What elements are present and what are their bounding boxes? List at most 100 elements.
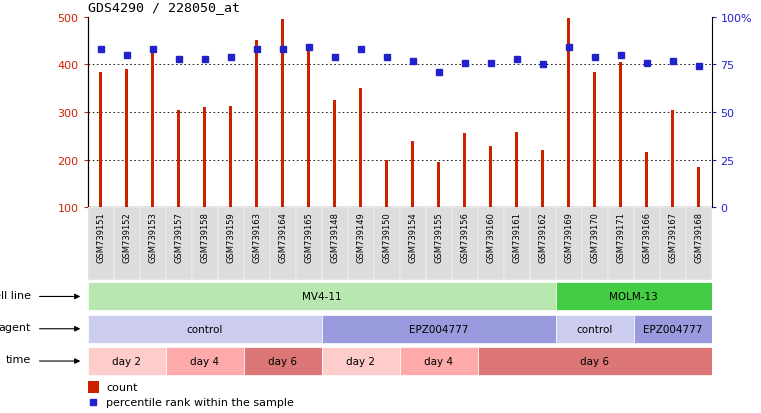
Text: GSM739152: GSM739152 [122,211,131,262]
Bar [696,167,700,208]
Text: day 2: day 2 [346,356,375,366]
Text: GSM739158: GSM739158 [200,211,209,262]
Bar [192,208,218,280]
Bar [99,72,103,208]
Text: cell line: cell line [0,290,30,300]
Bar [88,381,99,393]
Bar [374,208,400,280]
Bar [322,315,556,343]
Text: GSM739149: GSM739149 [356,211,365,262]
Bar [633,208,660,280]
Bar [619,63,622,208]
Bar [556,283,712,311]
Bar [322,347,400,375]
Bar [281,20,285,208]
Bar [556,208,581,280]
Bar [645,153,648,208]
Text: agent: agent [0,323,30,332]
Text: GSM739162: GSM739162 [538,211,547,262]
Text: control: control [576,324,613,334]
Bar [88,347,166,375]
Text: day 4: day 4 [424,356,453,366]
Text: EPZ004777: EPZ004777 [643,324,702,334]
Bar [581,208,607,280]
Text: time: time [5,355,30,365]
Text: GSM739159: GSM739159 [226,211,235,262]
Text: day 6: day 6 [268,356,297,366]
Bar [567,19,571,208]
Bar [255,40,259,208]
Text: GSM739155: GSM739155 [434,211,443,262]
Text: GSM739167: GSM739167 [668,211,677,262]
Text: MV4-11: MV4-11 [301,292,342,302]
Text: GSM739160: GSM739160 [486,211,495,262]
Bar [451,208,478,280]
Bar [686,208,712,280]
Bar [166,208,192,280]
Bar [88,208,113,280]
Text: GSM739163: GSM739163 [252,211,261,262]
Text: GSM739169: GSM739169 [564,211,573,262]
Bar [384,160,388,208]
Bar [166,347,244,375]
Text: GSM739153: GSM739153 [148,211,157,262]
Bar [633,315,712,343]
Bar [530,208,556,280]
Text: GSM739156: GSM739156 [460,211,469,262]
Text: count: count [107,382,138,392]
Bar [88,315,322,343]
Bar [295,208,322,280]
Bar [660,208,686,280]
Bar [411,141,415,208]
Bar [322,208,348,280]
Text: EPZ004777: EPZ004777 [409,324,468,334]
Bar [425,208,451,280]
Text: GSM739171: GSM739171 [616,211,625,262]
Text: GSM739157: GSM739157 [174,211,183,262]
Bar [113,208,139,280]
Bar [333,101,336,208]
Bar [556,315,634,343]
Text: GSM739168: GSM739168 [694,211,703,262]
Bar [540,151,544,208]
Bar [269,208,295,280]
Text: GSM739151: GSM739151 [96,211,105,262]
Text: percentile rank within the sample: percentile rank within the sample [107,397,295,407]
Bar [358,89,362,208]
Bar [139,208,166,280]
Text: GSM739170: GSM739170 [590,211,599,262]
Bar [593,72,597,208]
Bar [244,208,269,280]
Bar [202,108,206,208]
Bar [463,134,466,208]
Bar [307,51,310,208]
Text: GSM739150: GSM739150 [382,211,391,262]
Text: GDS4290 / 228050_at: GDS4290 / 228050_at [88,1,240,14]
Bar [504,208,530,280]
Text: control: control [186,324,223,334]
Bar [400,347,478,375]
Bar [607,208,634,280]
Bar [125,70,129,208]
Bar [437,163,441,208]
Bar [228,107,232,208]
Text: GSM739148: GSM739148 [330,211,339,262]
Bar [218,208,244,280]
Bar [478,208,504,280]
Bar [177,110,180,208]
Bar [670,110,674,208]
Text: GSM739161: GSM739161 [512,211,521,262]
Text: GSM739165: GSM739165 [304,211,313,262]
Bar [489,147,492,208]
Bar [514,133,518,208]
Text: day 4: day 4 [190,356,219,366]
Text: GSM739154: GSM739154 [408,211,417,262]
Bar [478,347,712,375]
Text: MOLM-13: MOLM-13 [609,292,658,302]
Text: GSM739164: GSM739164 [278,211,287,262]
Text: day 2: day 2 [112,356,141,366]
Text: day 6: day 6 [580,356,609,366]
Bar [88,283,556,311]
Bar [244,347,322,375]
Text: GSM739166: GSM739166 [642,211,651,262]
